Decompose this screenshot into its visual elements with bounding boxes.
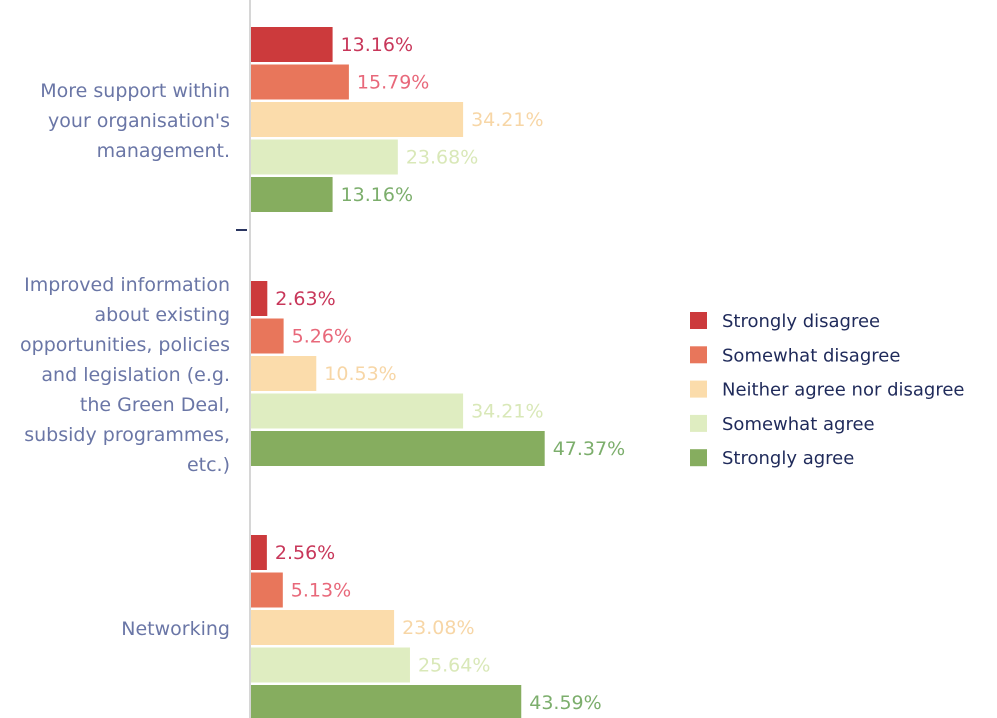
category-label: Networking — [10, 525, 230, 718]
legend-label: Somewhat disagree — [722, 345, 900, 366]
value-label: 47.37% — [553, 438, 625, 460]
legend-swatch — [690, 380, 707, 398]
legend-label: Neither agree nor disagree — [722, 380, 965, 401]
value-label: 23.08% — [402, 617, 474, 639]
value-label: 43.59% — [529, 692, 601, 714]
value-label: 2.56% — [275, 542, 335, 564]
bar — [251, 356, 317, 391]
value-label: 25.64% — [418, 655, 490, 677]
bar — [251, 177, 333, 212]
legend-swatch — [690, 346, 707, 364]
bar — [251, 27, 333, 62]
value-label: 2.63% — [275, 288, 335, 310]
bar — [251, 102, 464, 137]
bar — [251, 64, 349, 100]
value-label: 5.13% — [291, 580, 351, 602]
bar — [251, 610, 395, 645]
value-label: 13.16% — [341, 184, 413, 206]
bar — [251, 572, 283, 608]
category-label: Improved information about existing oppo… — [10, 271, 230, 479]
category-label: More support within your organisation's … — [10, 17, 230, 225]
value-label: 5.26% — [292, 326, 352, 348]
bar — [251, 281, 268, 316]
bar — [251, 393, 464, 429]
value-label: 23.68% — [406, 147, 478, 169]
legend-label: Strongly disagree — [722, 311, 880, 332]
bar — [251, 647, 410, 683]
category-label-text: Networking — [121, 617, 230, 640]
legend-label: Strongly agree — [722, 448, 854, 469]
value-label: 13.16% — [341, 34, 413, 56]
value-label: 34.21% — [471, 109, 543, 131]
value-label: 15.79% — [357, 72, 429, 94]
bar — [251, 535, 267, 570]
legend-swatch — [690, 414, 707, 432]
value-label: 34.21% — [471, 401, 543, 423]
category-label-text: Improved information about existing oppo… — [20, 273, 230, 476]
legend-label: Somewhat agree — [722, 414, 875, 435]
bar — [251, 431, 545, 466]
bar — [251, 318, 284, 354]
bar — [251, 685, 522, 718]
bar — [251, 139, 398, 175]
legend-swatch — [690, 449, 707, 467]
legend-swatch — [690, 312, 707, 329]
category-label-text: More support within your organisation's … — [40, 79, 230, 162]
value-label: 10.53% — [324, 363, 396, 385]
